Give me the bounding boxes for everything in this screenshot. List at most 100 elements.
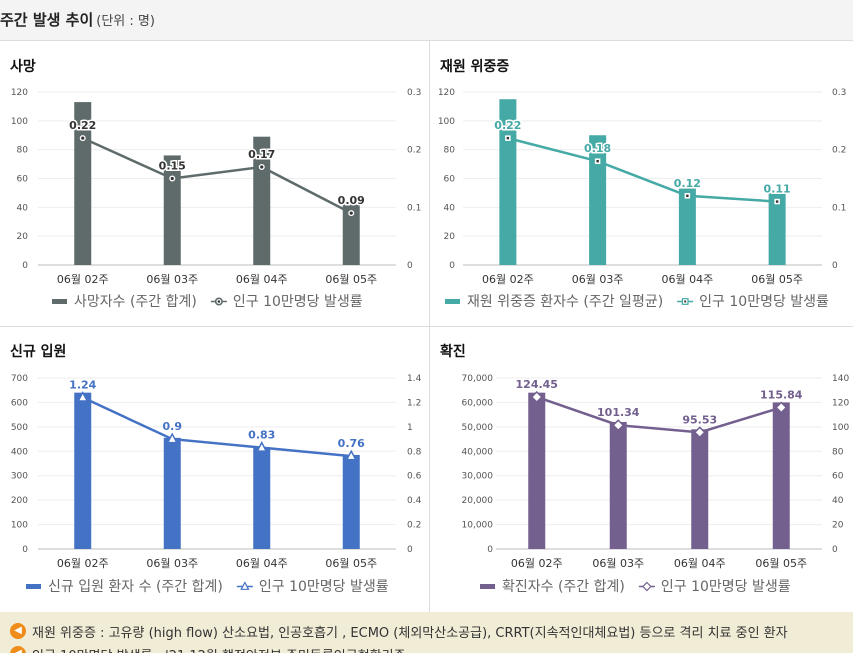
legend-bar-label: 사망자수 (주간 합계) <box>74 294 197 310</box>
unit-label: (단위 : 명) <box>96 14 155 29</box>
right-axis-tick: 0.8 <box>407 447 422 457</box>
legend-bar-swatch <box>26 584 41 589</box>
left-axis-tick: 600 <box>11 398 28 408</box>
line-marker <box>77 390 89 402</box>
right-axis-tick: 1.2 <box>407 398 421 408</box>
data-label: 0.17 <box>248 148 275 161</box>
category-label: 06월 02주 <box>511 557 563 570</box>
bar <box>163 437 181 549</box>
right-axis-tick: 0 <box>407 545 413 555</box>
bar <box>678 188 696 265</box>
left-axis-tick: 40 <box>17 203 29 213</box>
chart-title: 사망 <box>10 59 36 75</box>
category-label: 06월 05주 <box>751 273 803 286</box>
line-point <box>345 449 357 461</box>
left-axis-tick: 70,000 <box>462 374 494 384</box>
right-axis-tick: 80 <box>832 447 844 457</box>
data-label: 95.53 <box>682 413 717 426</box>
line-marker <box>166 432 178 444</box>
line-marker-dot <box>81 136 85 140</box>
bar <box>253 447 271 549</box>
left-axis-tick: 100 <box>438 117 455 127</box>
chart-confirmed: 0 10,000 20,000 30,000 40,000 50,000 60,000 70,… <box>462 374 850 595</box>
line-point <box>772 197 782 206</box>
category-label: 06월 02주 <box>482 273 534 286</box>
left-axis-tick: 30,000 <box>462 472 494 482</box>
chart-panel-admissions: 신규 입원 0 100 200 300 400 500 600 700 0 0.2 0.4 0.6 0.… <box>0 327 429 612</box>
bar <box>768 192 786 265</box>
left-axis-tick: 60,000 <box>462 398 494 408</box>
left-axis-tick: 20,000 <box>462 496 494 506</box>
bar <box>74 392 92 549</box>
left-axis-tick: 200 <box>11 496 28 506</box>
line-marker <box>775 401 788 414</box>
right-axis-tick: 0.3 <box>407 88 421 98</box>
line-point <box>77 133 88 144</box>
left-axis-tick: 80 <box>17 146 29 156</box>
left-axis-tick: 20 <box>17 232 29 242</box>
legend-marker <box>214 297 223 306</box>
data-label: 0.22 <box>494 119 521 132</box>
line-point <box>683 191 692 201</box>
line-point <box>166 432 178 444</box>
right-axis-tick: 0 <box>832 261 838 271</box>
line-point <box>775 401 788 414</box>
rate-line <box>82 396 352 458</box>
line-marker <box>256 441 268 452</box>
line-marker <box>642 581 652 592</box>
line-marker-dot <box>217 300 221 303</box>
left-axis-tick: 60 <box>17 175 29 185</box>
legend-bar-swatch <box>445 299 460 304</box>
data-label: 115.84 <box>760 389 803 402</box>
line-point <box>612 419 625 432</box>
line-point <box>593 156 602 166</box>
left-axis-tick: 80 <box>444 146 456 156</box>
line-marker-dot <box>260 165 264 169</box>
right-axis-tick: 0.6 <box>407 472 422 482</box>
right-axis-tick: 1.4 <box>407 374 422 384</box>
line-marker <box>612 419 625 432</box>
right-axis-tick: 1 <box>407 423 413 433</box>
left-axis-tick: 100 <box>11 117 28 127</box>
bar <box>74 102 92 265</box>
right-axis-tick: 0 <box>832 545 838 555</box>
left-axis-tick: 40 <box>444 203 456 213</box>
line-point <box>256 441 268 452</box>
legend: 사망자수 (주간 합계) 인구 10만명당 발생률 <box>52 294 363 310</box>
bar <box>772 402 790 549</box>
bar <box>342 454 360 549</box>
bar <box>528 392 546 549</box>
right-axis-tick: 0.1 <box>407 203 421 213</box>
left-axis-tick: 300 <box>11 472 28 482</box>
line-point <box>503 133 513 143</box>
legend-line-label: 인구 10만명당 발생률 <box>661 579 791 595</box>
right-axis-tick: 100 <box>832 423 849 433</box>
section-title: 주간 발생 추이 (단위 : 명) <box>0 11 155 29</box>
line-point <box>530 390 543 404</box>
line-point <box>167 173 178 184</box>
category-label: 06월 03주 <box>572 273 624 286</box>
line-marker <box>693 426 706 439</box>
line-marker <box>530 390 543 404</box>
line-marker-dot <box>684 300 687 303</box>
right-axis-tick: 0.2 <box>832 146 846 156</box>
left-axis-tick: 0 <box>449 261 455 271</box>
right-axis-tick: 0.4 <box>407 496 422 506</box>
line-point <box>693 426 706 439</box>
footnote-line: ◀ 재원 위중증 : 고유량 (high flow) 산소요법, 인공호흡기 ,… <box>10 621 788 641</box>
data-label: 124.45 <box>516 378 558 391</box>
right-axis-tick: 60 <box>832 472 844 482</box>
category-label: 06월 05주 <box>325 557 377 570</box>
left-axis-tick: 120 <box>11 88 28 98</box>
right-axis-tick: 140 <box>832 374 849 384</box>
right-axis-tick: 120 <box>832 398 849 408</box>
data-label: 0.09 <box>338 194 365 207</box>
left-axis-tick: 0 <box>487 545 493 555</box>
footnote-text: 인구 10만명당 발생률 : '21.12월 행정안전부 주민등록인구현황기준 <box>32 645 406 653</box>
legend-bar-label: 신규 입원 환자 수 (주간 합계) <box>48 579 223 595</box>
right-axis-tick: 0.2 <box>407 146 421 156</box>
left-axis-tick: 120 <box>438 88 455 98</box>
legend-bar-label: 재원 위중증 환자수 (주간 일평균) <box>467 294 663 310</box>
category-label: 06월 03주 <box>592 557 644 570</box>
left-axis-tick: 10,000 <box>462 521 494 531</box>
